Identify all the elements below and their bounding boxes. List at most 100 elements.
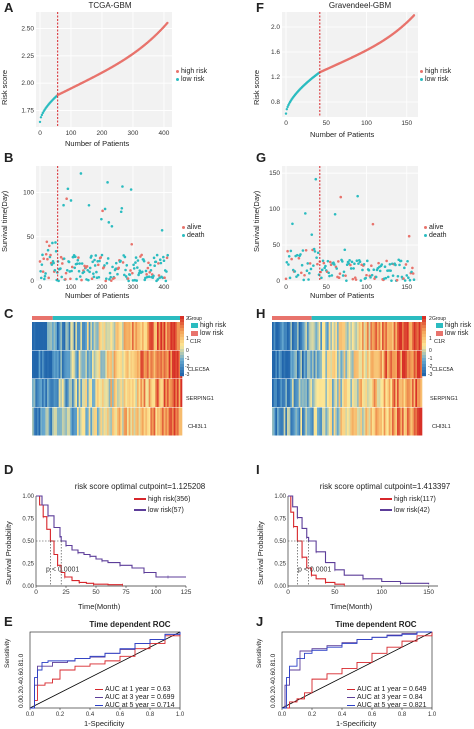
heatmap-cell [298, 322, 301, 350]
heatmap-cell [288, 350, 291, 379]
heatmap-cell [48, 350, 51, 379]
panel-c-group-title: Group [188, 316, 202, 322]
heatmap-cell [68, 322, 71, 350]
heatmap-cell [105, 350, 108, 379]
heatmap-cell [365, 407, 368, 436]
alive-point [402, 277, 405, 280]
heatmap-cell [163, 322, 166, 350]
heatmap-cell [123, 379, 126, 407]
death-point [119, 259, 122, 263]
heatmap-cell [357, 379, 359, 407]
heatmap-cell [48, 379, 51, 407]
panel-f-title: Gravendeel-GBM [328, 1, 392, 10]
death-point [156, 278, 160, 281]
death-point [105, 277, 108, 280]
color-scale-segment [180, 322, 184, 326]
panel-h-scale-m3: -3 [428, 372, 433, 378]
death-point [328, 274, 331, 278]
x-tick-label: 0.2 [56, 712, 65, 718]
death-point [367, 268, 371, 272]
heatmap-cell [38, 322, 41, 350]
heatmap-cell [393, 407, 396, 436]
heatmap-cell [137, 379, 139, 407]
heatmap-cell [372, 322, 374, 350]
heatmap-cell [390, 322, 393, 350]
heatmap-cell [138, 350, 141, 379]
heatmap-cell [75, 407, 78, 436]
heatmap-cell [312, 322, 314, 350]
panel-b-xlabel: Number of Patients [65, 291, 130, 300]
death-point [380, 263, 384, 266]
heatmap-cell [403, 407, 406, 436]
heatmap-cell [340, 379, 343, 407]
heatmap-cell [75, 322, 78, 350]
panel-b-legend-alive: alive [182, 224, 201, 231]
death-point [138, 269, 142, 272]
heatmap-cell [112, 407, 114, 436]
heatmap-cell [410, 322, 413, 350]
heatmap-cell [70, 379, 73, 407]
heatmap-cell [178, 350, 181, 379]
alive-point [131, 271, 134, 275]
heatmap-cell [115, 322, 118, 350]
panel-h-legend-low: low risk [436, 330, 468, 337]
heatmap-cell [328, 322, 331, 350]
alive-point [113, 276, 116, 280]
heatmap-cell [342, 322, 344, 350]
heatmap-cell [102, 379, 104, 407]
heatmap-cell [177, 379, 179, 407]
x-tick-label: 0.8 [146, 712, 155, 718]
heatmap-cell [402, 379, 404, 407]
heatmap-cell [370, 322, 373, 350]
heatmap-cell [368, 379, 371, 407]
heatmap-cell [57, 350, 59, 379]
heatmap-cell [402, 322, 404, 350]
heatmap-cell [358, 407, 361, 436]
heatmap-cell [167, 322, 169, 350]
panel-c-scale-m2: -2 [185, 364, 190, 370]
heatmap-cell [150, 379, 153, 407]
heatmap-cell [62, 322, 64, 350]
color-scale-segment [180, 334, 184, 338]
heatmap-cell [92, 379, 94, 407]
heatmap-cell [372, 379, 374, 407]
heatmap-cell [285, 379, 288, 407]
heatmap-cell [90, 322, 93, 350]
heatmap-cell [417, 379, 419, 407]
heatmap-cell [320, 350, 323, 379]
death-point [80, 262, 84, 265]
y-tick-label: 0.8 [271, 99, 280, 106]
death-point [74, 255, 77, 259]
death-point [299, 253, 302, 256]
heatmap-cell [117, 379, 119, 407]
heatmap-cell [175, 322, 178, 350]
heatmap-cell [333, 407, 336, 436]
heatmap-cell [67, 379, 69, 407]
alive-point [337, 276, 341, 280]
death-point [70, 269, 73, 273]
heatmap-cell [80, 407, 83, 436]
heatmap-cell [143, 322, 146, 350]
heatmap-cell [377, 350, 379, 379]
heatmap-cell [137, 350, 139, 379]
death-point [107, 221, 111, 224]
x-tick-label: 150 [423, 589, 434, 596]
x-tick-label: 50 [323, 120, 331, 127]
heatmap-cell [367, 379, 369, 407]
heatmap-cell [38, 379, 41, 407]
heatmap-cell [133, 322, 136, 350]
heatmap-cell [290, 379, 293, 407]
death-point [287, 263, 290, 266]
heatmap-cell [387, 350, 389, 379]
heatmap-cell [93, 350, 96, 379]
heatmap-cell [337, 350, 339, 379]
heatmap-cell [132, 322, 134, 350]
death-point [124, 268, 127, 272]
heatmap-cell [357, 407, 359, 436]
heatmap-cell [302, 379, 304, 407]
color-scale-segment [422, 367, 426, 371]
panel-h-group-title: Group [432, 316, 446, 322]
y-tick-label: 2.50 [21, 25, 34, 32]
heatmap-cell [340, 350, 343, 379]
death-point [69, 199, 73, 202]
